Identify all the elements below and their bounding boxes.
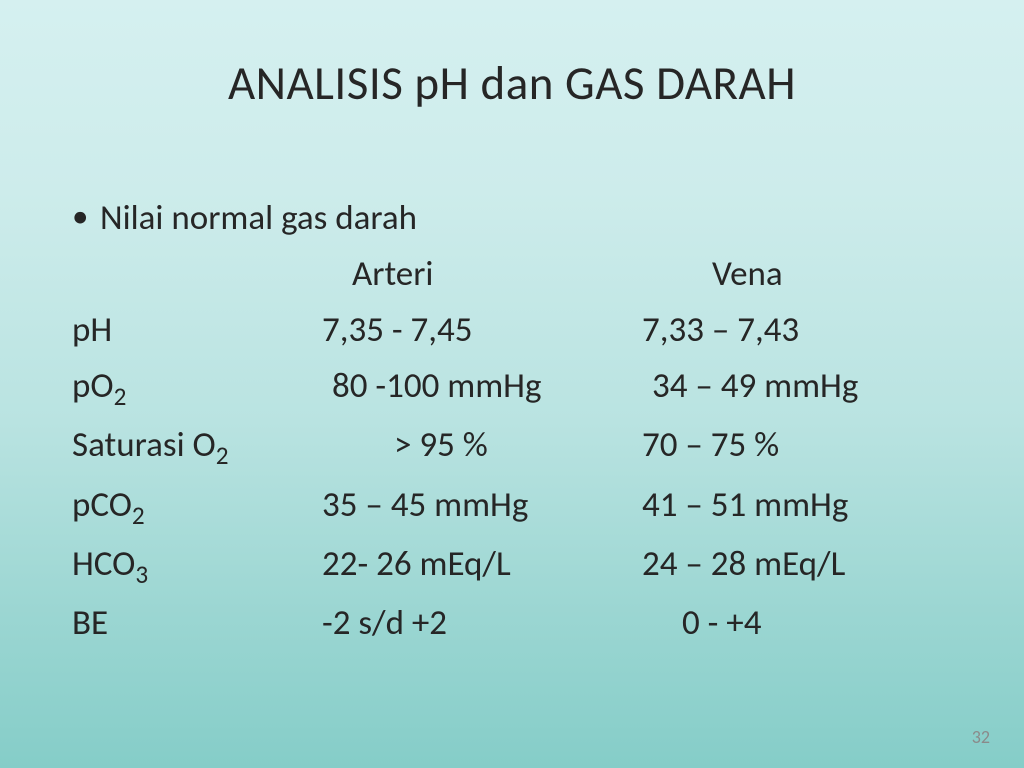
label-be: BE [72,595,322,651]
arteri-po2: 80 -100 mmHg [322,358,652,417]
arteri-hco3: 22- 26 mEq/L [322,536,642,595]
row-sat: Saturasi O2 > 95 % 70 – 75 % [72,417,964,476]
label-ph: pH [72,302,322,358]
row-be: BE -2 s/d +2 0 - +4 [72,595,964,651]
arteri-sat: > 95 % [394,417,642,476]
row-po2: pO2 80 -100 mmHg 34 – 49 mmHg [72,358,964,417]
label-po2: pO2 [72,358,322,417]
arteri-pco2: 35 – 45 mmHg [322,477,642,536]
bullet-icon: • [72,190,100,243]
vena-be: 0 - +4 [682,595,964,651]
header-vena: Vena [672,246,964,302]
bullet-line: • Nilai normal gas darah [72,190,964,246]
vena-sat: 70 – 75 % [642,417,964,476]
column-headers: Arteri Vena [72,246,964,302]
header-arteri: Arteri [322,246,672,302]
vena-pco2: 41 – 51 mmHg [642,477,964,536]
bullet-text: Nilai normal gas darah [100,190,417,246]
vena-ph: 7,33 – 7,43 [642,302,964,358]
slide-content: • Nilai normal gas darah Arteri Vena pH … [72,190,964,651]
vena-hco3: 24 – 28 mEq/L [642,536,964,595]
header-spacer [72,246,322,302]
arteri-be: -2 s/d +2 [322,595,682,651]
vena-po2: 34 – 49 mmHg [652,358,964,417]
label-pco2: pCO2 [72,477,322,536]
label-sat: Saturasi O2 [72,417,394,476]
slide-number: 32 [972,726,990,748]
slide-title: ANALISIS pH dan GAS DARAH [0,54,1024,112]
row-ph: pH 7,35 - 7,45 7,33 – 7,43 [72,302,964,358]
row-pco2: pCO2 35 – 45 mmHg 41 – 51 mmHg [72,477,964,536]
row-hco3: HCO3 22- 26 mEq/L 24 – 28 mEq/L [72,536,964,595]
arteri-ph: 7,35 - 7,45 [322,302,642,358]
slide: ANALISIS pH dan GAS DARAH • Nilai normal… [0,0,1024,768]
label-hco3: HCO3 [72,536,322,595]
